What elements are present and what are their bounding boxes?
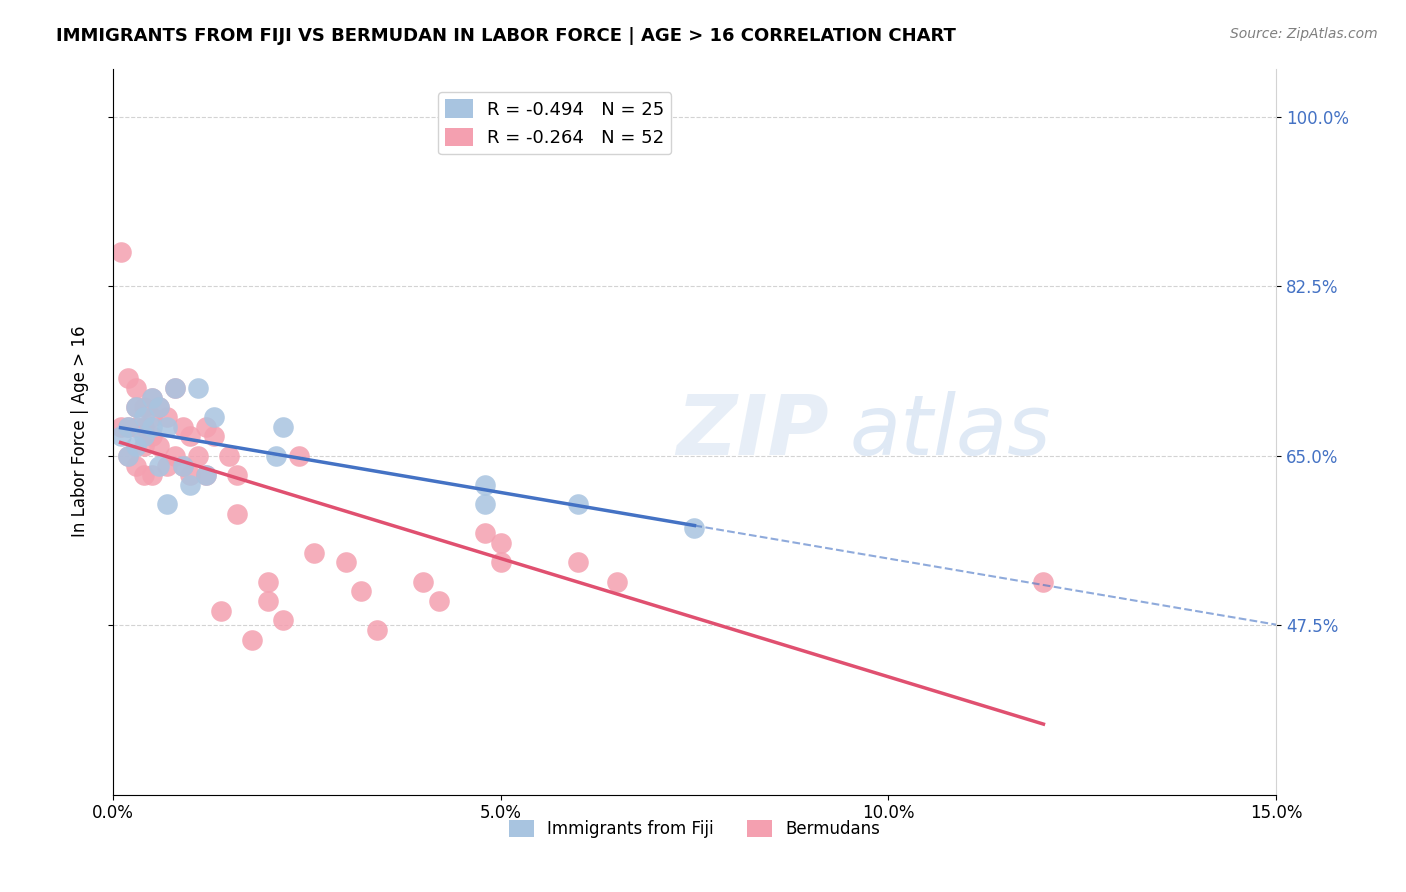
Point xyxy=(156,458,179,473)
Point xyxy=(125,439,148,453)
Point xyxy=(264,449,287,463)
Point xyxy=(132,429,155,443)
Point xyxy=(117,371,139,385)
Point xyxy=(172,419,194,434)
Point xyxy=(187,449,209,463)
Point xyxy=(163,449,186,463)
Point xyxy=(304,546,326,560)
Point xyxy=(567,497,589,511)
Point xyxy=(110,419,132,434)
Point xyxy=(194,419,217,434)
Point xyxy=(132,419,155,434)
Point xyxy=(179,429,201,443)
Point xyxy=(125,401,148,415)
Point xyxy=(125,419,148,434)
Point xyxy=(226,507,249,521)
Point xyxy=(132,468,155,483)
Point xyxy=(288,449,311,463)
Point xyxy=(125,458,148,473)
Point xyxy=(172,458,194,473)
Point xyxy=(132,401,155,415)
Point xyxy=(148,458,170,473)
Point xyxy=(125,381,148,395)
Point xyxy=(366,623,388,637)
Point xyxy=(427,594,450,608)
Point xyxy=(117,419,139,434)
Point xyxy=(194,468,217,483)
Point xyxy=(163,381,186,395)
Point xyxy=(683,521,706,535)
Point xyxy=(489,536,512,550)
Point xyxy=(257,574,280,589)
Point xyxy=(110,429,132,443)
Point xyxy=(132,439,155,453)
Point xyxy=(179,468,201,483)
Point xyxy=(218,449,240,463)
Point xyxy=(141,429,163,443)
Point xyxy=(242,632,264,647)
Point xyxy=(163,381,186,395)
Point xyxy=(156,410,179,425)
Point xyxy=(474,478,496,492)
Point xyxy=(125,401,148,415)
Point xyxy=(273,419,295,434)
Text: atlas: atlas xyxy=(849,391,1052,472)
Point xyxy=(141,419,163,434)
Point xyxy=(148,439,170,453)
Point xyxy=(567,555,589,569)
Legend: Immigrants from Fiji, Bermudans: Immigrants from Fiji, Bermudans xyxy=(502,813,887,845)
Point xyxy=(187,381,209,395)
Point xyxy=(141,468,163,483)
Point xyxy=(209,604,232,618)
Point xyxy=(474,526,496,541)
Point xyxy=(117,449,139,463)
Point xyxy=(141,410,163,425)
Point xyxy=(335,555,357,569)
Point xyxy=(474,497,496,511)
Point xyxy=(273,614,295,628)
Point xyxy=(350,584,373,599)
Point xyxy=(1032,574,1054,589)
Point xyxy=(179,478,201,492)
Point xyxy=(606,574,628,589)
Point xyxy=(172,458,194,473)
Point xyxy=(110,245,132,260)
Point xyxy=(489,555,512,569)
Text: IMMIGRANTS FROM FIJI VS BERMUDAN IN LABOR FORCE | AGE > 16 CORRELATION CHART: IMMIGRANTS FROM FIJI VS BERMUDAN IN LABO… xyxy=(56,27,956,45)
Point xyxy=(148,401,170,415)
Point xyxy=(148,401,170,415)
Point xyxy=(202,429,225,443)
Point xyxy=(117,449,139,463)
Point xyxy=(202,410,225,425)
Point xyxy=(156,497,179,511)
Point xyxy=(257,594,280,608)
Y-axis label: In Labor Force | Age > 16: In Labor Force | Age > 16 xyxy=(72,326,89,537)
Point xyxy=(226,468,249,483)
Point xyxy=(412,574,434,589)
Text: Source: ZipAtlas.com: Source: ZipAtlas.com xyxy=(1230,27,1378,41)
Text: ZIP: ZIP xyxy=(676,391,830,472)
Point xyxy=(132,410,155,425)
Point xyxy=(141,391,163,405)
Point xyxy=(141,391,163,405)
Point xyxy=(117,419,139,434)
Point xyxy=(156,419,179,434)
Point xyxy=(194,468,217,483)
